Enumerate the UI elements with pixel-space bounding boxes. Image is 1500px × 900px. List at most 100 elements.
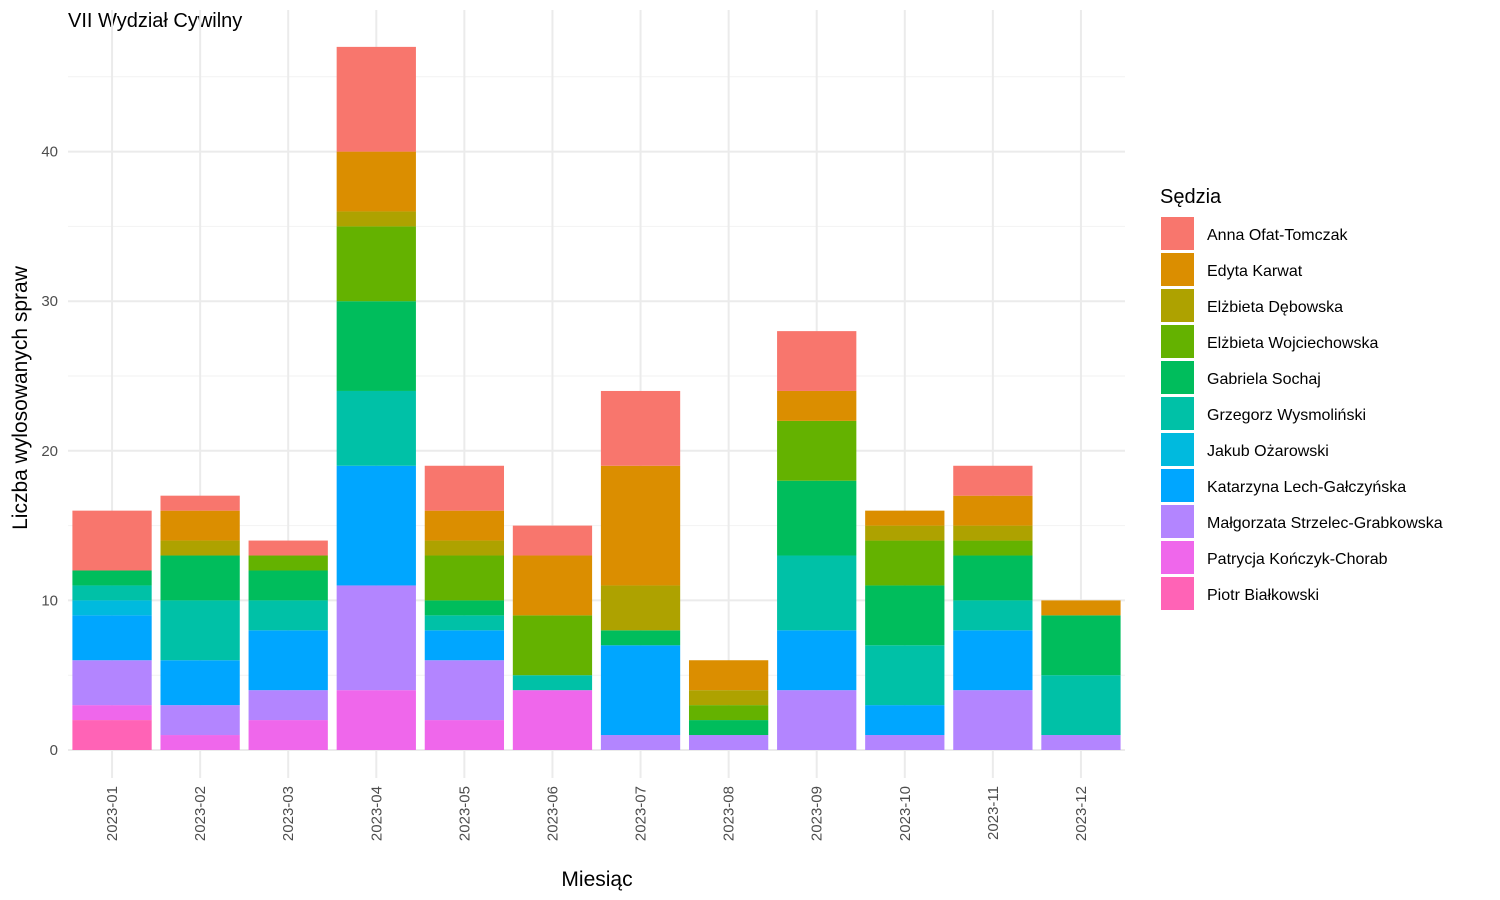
- legend-label: Elżbieta Dębowska: [1207, 299, 1343, 316]
- bar-segment: [424, 600, 505, 616]
- legend-label: Katarzyna Lech-Gałczyńska: [1207, 479, 1406, 496]
- x-tick-label: 2023-08: [721, 786, 738, 841]
- bar-segment: [512, 675, 593, 691]
- legend-label: Edyta Karwat: [1207, 263, 1303, 280]
- bar-segment: [72, 600, 152, 616]
- legend-label: Jakub Ożarowski: [1207, 443, 1329, 460]
- x-tick-label: 2023-06: [544, 786, 561, 841]
- bar-segment: [72, 510, 152, 571]
- legend-title: Sędzia: [1160, 186, 1222, 208]
- bar-segment: [424, 615, 505, 631]
- x-tick-label: 2023-09: [809, 786, 826, 841]
- x-tick-label: 2023-05: [456, 786, 473, 841]
- bar-segment: [424, 660, 505, 721]
- x-tick-label: 2023-02: [192, 786, 209, 841]
- bar-segment: [865, 645, 945, 706]
- legend-swatch: [1161, 289, 1194, 322]
- bar-segment: [865, 705, 945, 736]
- bar-segment: [160, 540, 240, 556]
- bar-segment: [160, 660, 240, 706]
- bar-segment: [424, 510, 505, 541]
- legend-label: Małgorzata Strzelec-Grabkowska: [1207, 515, 1443, 532]
- y-axis-ticks: 0 10 20 30 40: [41, 144, 58, 759]
- legend-swatch: [1161, 361, 1194, 394]
- bar-segment: [160, 600, 240, 661]
- bar-segment: [953, 495, 1033, 526]
- bar-segment: [248, 570, 328, 601]
- bar-segment: [953, 555, 1033, 601]
- bar-segment: [336, 585, 416, 691]
- bar-segment: [72, 615, 152, 661]
- legend-swatch: [1161, 469, 1194, 502]
- legend-label: Patrycja Kończyk-Chorab: [1207, 551, 1388, 568]
- bar-segment: [160, 705, 240, 736]
- legend-swatch: [1161, 217, 1194, 250]
- bar-segment: [600, 645, 681, 736]
- bar-segment: [424, 555, 505, 601]
- x-tick-label: 2023-11: [985, 786, 1002, 840]
- bar-segment: [248, 540, 328, 556]
- bar-segment: [336, 465, 416, 586]
- bar-segment: [248, 555, 328, 571]
- legend-swatch: [1161, 541, 1194, 574]
- x-tick-label: 2023-07: [633, 786, 650, 841]
- bar-segment: [600, 390, 681, 466]
- bar-segment: [160, 555, 240, 601]
- bar-segment: [72, 660, 152, 706]
- bar-segment: [336, 301, 416, 391]
- bar-segment: [865, 525, 945, 541]
- bar-segment: [424, 465, 505, 511]
- x-tick-label: 2023-04: [368, 786, 385, 841]
- bar-segment: [600, 735, 681, 750]
- bar-segment: [160, 510, 240, 541]
- bars-layer: [72, 46, 1121, 750]
- bar-segment: [336, 690, 416, 750]
- legend-label: Gabriela Sochaj: [1207, 371, 1321, 388]
- bar-segment: [865, 510, 945, 526]
- legend-label: Elżbieta Wojciechowska: [1207, 335, 1378, 352]
- bar-segment: [953, 690, 1033, 750]
- bar-segment: [72, 585, 152, 601]
- bar-segment: [865, 735, 945, 750]
- bar-segment: [424, 720, 505, 750]
- x-tick-label: 2023-03: [280, 786, 297, 841]
- bar-segment: [953, 465, 1033, 496]
- bar-segment: [953, 525, 1033, 541]
- bar-segment: [72, 720, 152, 750]
- bar-segment: [72, 570, 152, 586]
- legend-swatch: [1161, 397, 1194, 430]
- bar-segment: [336, 211, 416, 227]
- bar-segment: [248, 630, 328, 691]
- x-tick-label: 2023-10: [897, 786, 914, 841]
- bar-segment: [865, 585, 945, 646]
- bar-segment: [336, 390, 416, 466]
- bar-segment: [777, 331, 857, 391]
- y-tick-label: 30: [41, 293, 58, 310]
- bar-segment: [512, 555, 593, 616]
- bar-segment: [777, 690, 857, 750]
- bar-segment: [336, 151, 416, 212]
- bar-segment: [688, 660, 769, 691]
- legend-label: Anna Ofat-Tomczak: [1207, 227, 1349, 244]
- bar-segment: [777, 555, 857, 631]
- bar-segment: [865, 540, 945, 586]
- bar-segment: [777, 390, 857, 421]
- bar-segment: [688, 690, 769, 706]
- bar-segment: [336, 226, 416, 302]
- bar-segment: [688, 720, 769, 736]
- legend: Sędzia Anna Ofat-Tomczak Edyta Karwat Elżb…: [1160, 186, 1443, 610]
- chart-title: VII Wydział Cywilny: [68, 10, 242, 32]
- bar-segment: [512, 690, 593, 750]
- legend-swatch: [1161, 325, 1194, 358]
- bar-segment: [512, 615, 593, 676]
- bar-segment: [248, 720, 328, 750]
- bar-segment: [777, 480, 857, 556]
- legend-swatch: [1161, 577, 1194, 610]
- bar-segment: [1041, 735, 1121, 750]
- bar-segment: [512, 525, 593, 556]
- legend-swatch: [1161, 253, 1194, 286]
- y-tick-label: 10: [41, 592, 58, 609]
- legend-label: Piotr Białkowski: [1207, 587, 1319, 604]
- bar-segment: [777, 420, 857, 481]
